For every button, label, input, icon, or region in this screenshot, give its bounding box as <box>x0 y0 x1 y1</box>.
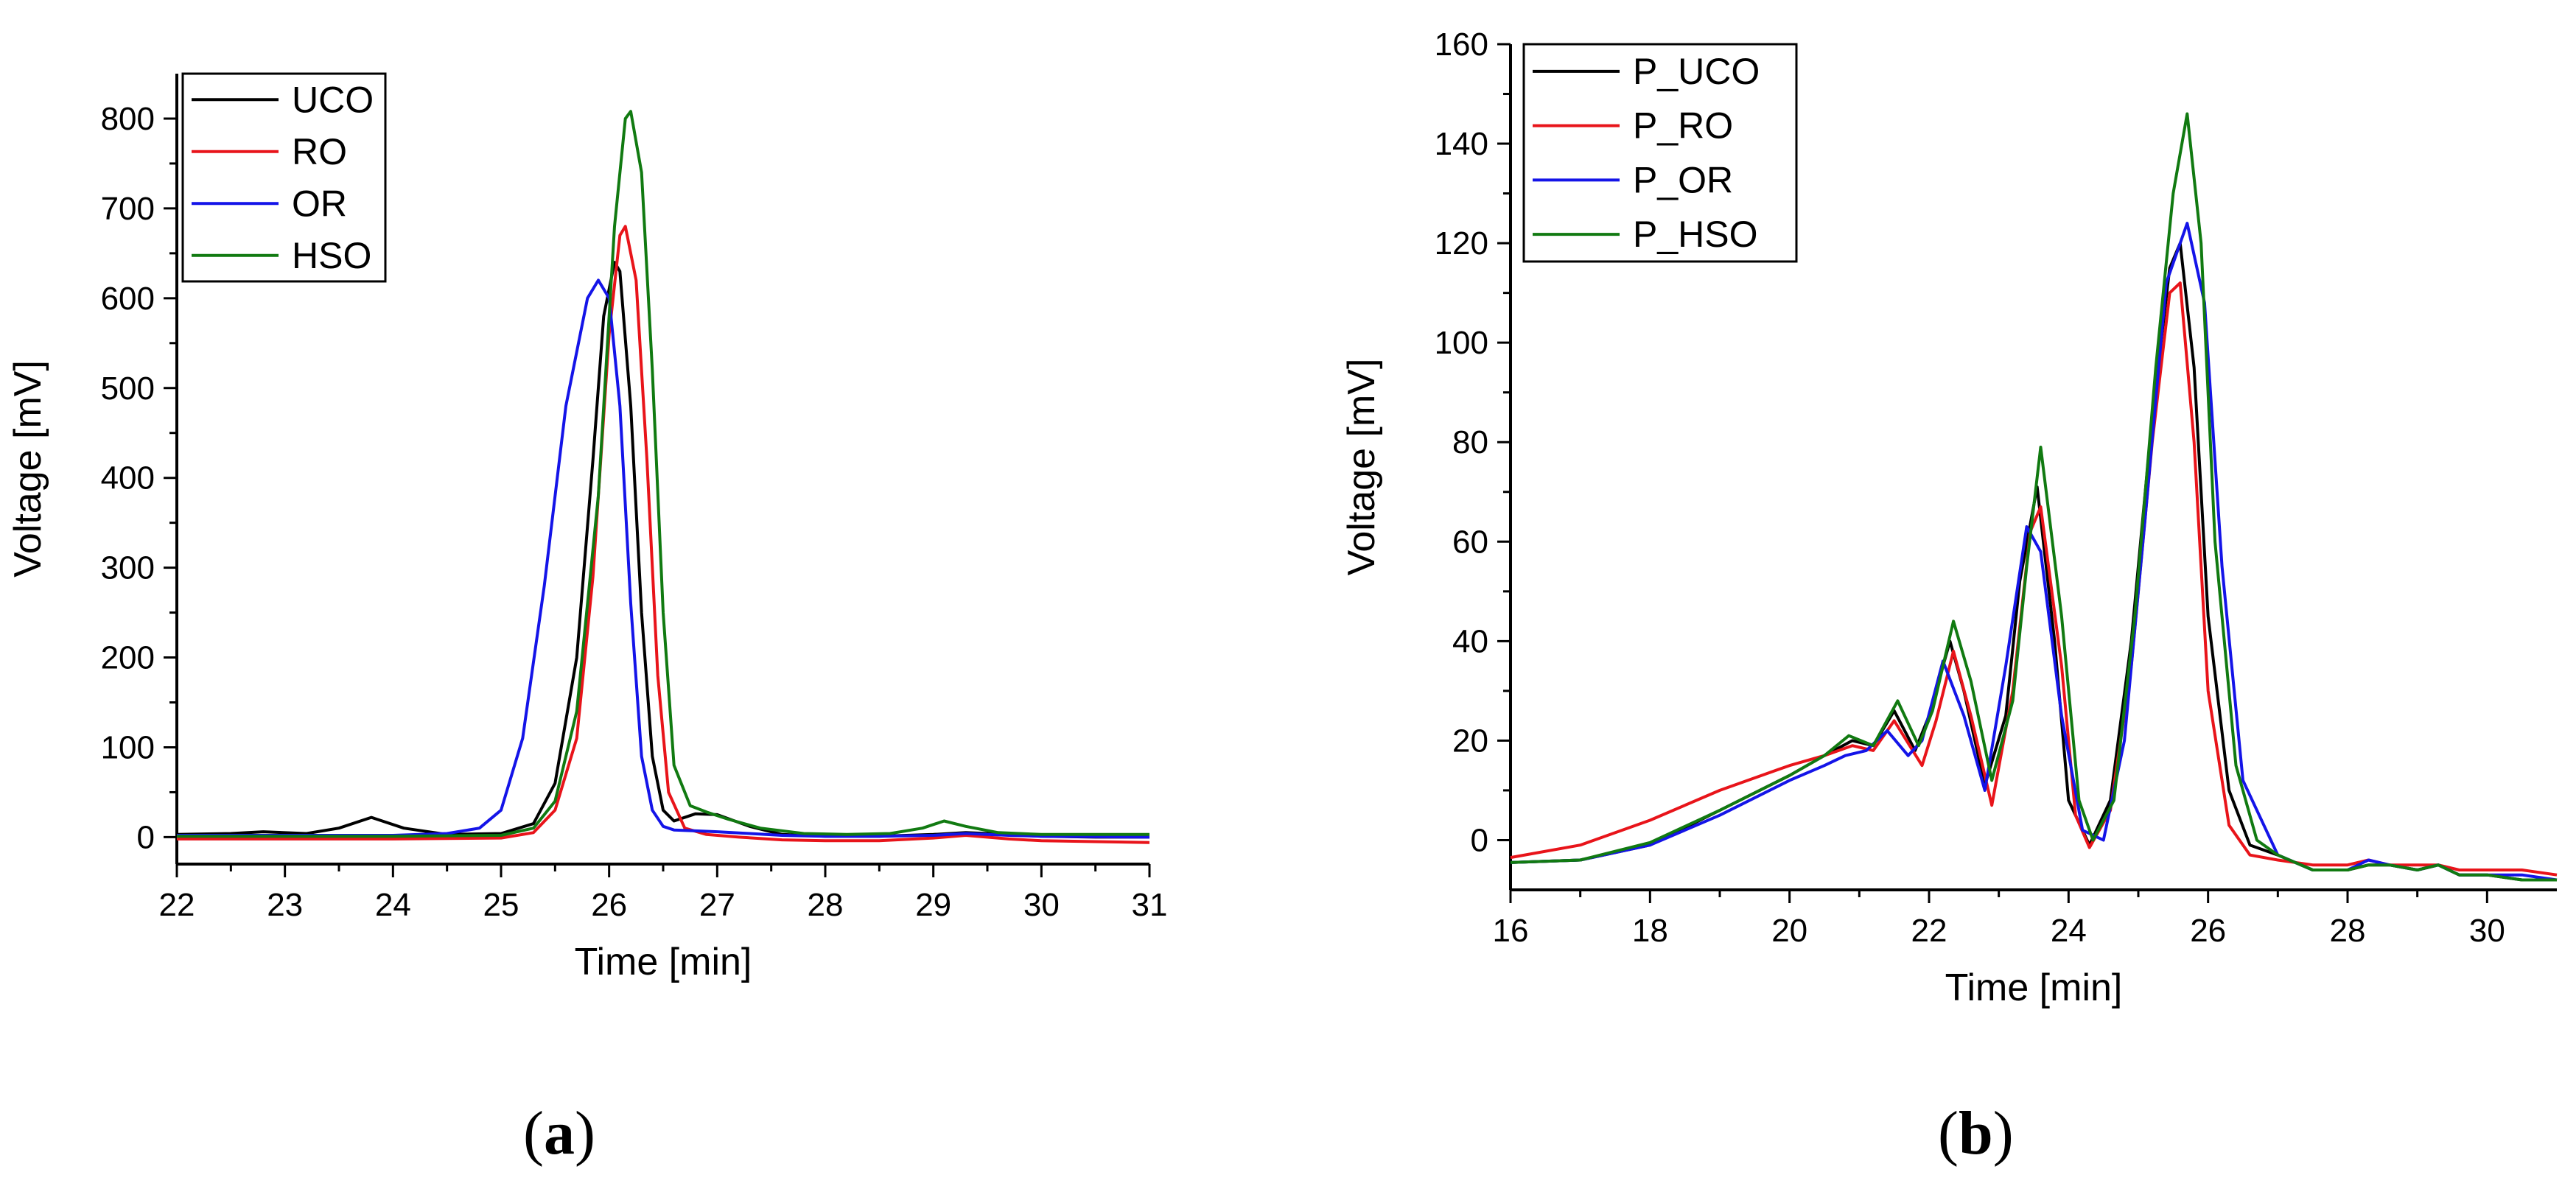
legend-label: RO <box>292 131 347 172</box>
panel-label-b: (b) <box>1938 1099 2014 1168</box>
x-tick-label: 22 <box>159 887 195 923</box>
y-tick-label: 600 <box>101 281 155 317</box>
x-tick-label: 25 <box>483 887 519 923</box>
series-line-or <box>177 278 1150 839</box>
legend-label: P_UCO <box>1633 51 1760 92</box>
series-line-hso <box>177 110 1149 838</box>
legend-label: OR <box>292 183 347 224</box>
x-tick-label: 29 <box>915 887 951 923</box>
panel-label-a: (a) <box>523 1099 595 1168</box>
y-tick-label: 100 <box>1435 325 1488 361</box>
x-tick-label: 16 <box>1493 913 1529 949</box>
x-tick-label: 30 <box>1023 887 1060 923</box>
x-tick-label: 24 <box>375 887 411 923</box>
x-tick-label: 27 <box>699 887 735 923</box>
series-line-p-or <box>1510 222 2558 882</box>
series-line-p-ro <box>1510 281 2558 877</box>
legend-box <box>1522 43 1798 263</box>
x-axis-label: Time [min] <box>1945 966 2123 1009</box>
y-tick-label: 800 <box>101 101 155 137</box>
y-tick-label: 700 <box>101 191 155 227</box>
x-tick-label: 31 <box>1132 887 1168 923</box>
y-axis-label: Voltage [mV] <box>7 360 49 578</box>
legend-label: UCO <box>292 79 374 120</box>
y-tick-label: 0 <box>137 819 155 855</box>
chart-a: 22 23 24 25 26 27 28 29 30 31 0 100 200 300 400 500 600 7… <box>7 72 1168 983</box>
series-line-uco <box>176 261 1149 839</box>
x-tick-label: 28 <box>808 887 844 923</box>
x-tick-label: 22 <box>1911 913 1947 949</box>
x-axis-label: Time [min] <box>575 941 752 983</box>
y-tick-label: 300 <box>101 550 155 586</box>
legend-label: HSO <box>292 235 371 276</box>
y-tick-label: 200 <box>101 640 155 676</box>
y-tick-label: 80 <box>1452 424 1488 460</box>
x-tick-label: 26 <box>591 887 627 923</box>
legend-label: P_OR <box>1633 159 1733 200</box>
panel-a-letter: a <box>543 1099 575 1168</box>
x-tick-label: 30 <box>2469 913 2505 949</box>
y-tick-label: 0 <box>1471 822 1488 858</box>
y-axis-label: Voltage [mV] <box>1340 359 1383 576</box>
x-tick-label: 28 <box>2330 913 2366 949</box>
panel-b-letter: b <box>1958 1099 1993 1168</box>
y-tick-label: 500 <box>101 371 155 407</box>
y-tick-label: 400 <box>101 460 155 496</box>
series-line-p-uco <box>1510 242 2557 882</box>
y-tick-label: 60 <box>1452 524 1488 560</box>
y-tick-label: 120 <box>1435 225 1488 262</box>
legend-box <box>181 72 387 283</box>
x-tick-label: 20 <box>1771 913 1807 949</box>
y-tick-label: 140 <box>1435 126 1488 162</box>
y-tick-label: 40 <box>1452 623 1488 659</box>
legend-label: P_HSO <box>1633 214 1758 255</box>
series-line-p-hso <box>1510 112 2557 882</box>
chart-b: 16 18 20 22 24 26 28 30 0 20 40 60 80 100 120 140 160 Tim… <box>1340 27 2558 1009</box>
y-tick-label: 20 <box>1452 723 1488 759</box>
y-tick-label: 160 <box>1435 27 1488 63</box>
x-tick-label: 26 <box>2190 913 2226 949</box>
y-tick-label: 100 <box>101 729 155 765</box>
x-tick-label: 18 <box>1632 913 1668 949</box>
x-tick-label: 23 <box>267 887 303 923</box>
x-tick-label: 24 <box>2051 913 2087 949</box>
series-line-ro <box>177 225 1150 844</box>
legend-label: P_RO <box>1633 105 1733 147</box>
